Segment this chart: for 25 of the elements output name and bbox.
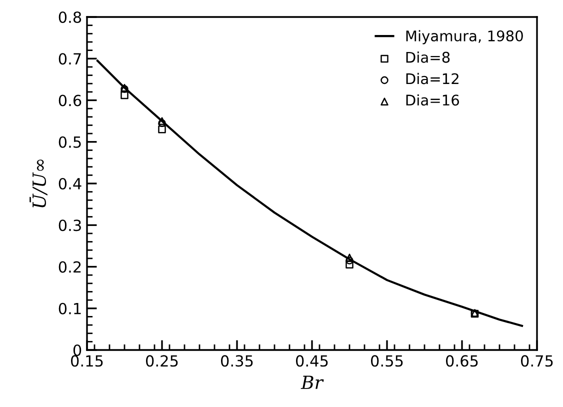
y-tick-label: 0.6: [58, 94, 82, 106]
y-tick-label: 0.5: [58, 136, 81, 148]
y-axis-title: Ū/U∞: [30, 160, 48, 208]
x-tick-label: 0.15: [71, 355, 103, 367]
y-tick-label: 0.1: [58, 302, 81, 314]
y-tick-label: 0.2: [58, 261, 81, 273]
y-tick-label: 0: [73, 344, 82, 356]
x-tick-label: 0.25: [146, 355, 178, 367]
point: [120, 91, 128, 100]
x-tick-label: 0.55: [371, 355, 403, 367]
x-tick-label: 0.45: [296, 355, 328, 367]
legend-label: Dia=12: [406, 72, 458, 84]
y-tick-label: 0.3: [58, 220, 81, 232]
legend-label: Miyamura, 1980: [406, 30, 523, 44]
y-tick-label: 0.8: [58, 11, 82, 24]
x-tick-label: 0.65: [446, 355, 478, 367]
y-tick-label: 0.7: [58, 53, 81, 65]
x-tick-label: 0.75: [521, 355, 553, 367]
point: [346, 260, 354, 269]
y-tick-label: 0.4: [58, 178, 82, 190]
legend-label: Dia=16: [406, 94, 459, 106]
legend-label: Dia=8: [406, 52, 450, 63]
x-tick-label: 0.35: [221, 355, 253, 367]
point: [158, 126, 166, 134]
x-axis-title: Br: [300, 376, 324, 389]
